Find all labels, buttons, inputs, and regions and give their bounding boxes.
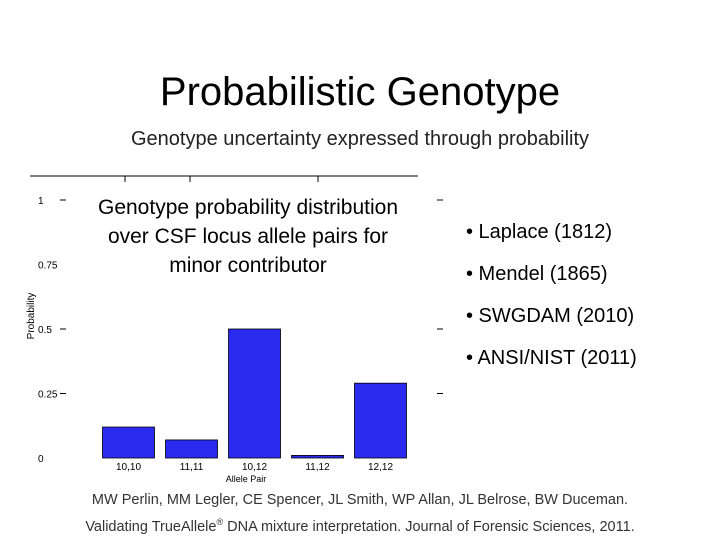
x-axis-label: Allele Pair xyxy=(226,474,267,484)
citation-journal: DNA mixture interpretation. Journal of F… xyxy=(223,518,635,535)
bar xyxy=(291,455,344,459)
slide-title: Probabilistic Genotype xyxy=(159,70,561,114)
y-tick-label: 0.25 xyxy=(38,390,58,401)
bar xyxy=(102,426,155,459)
x-tick-label: 10,10 xyxy=(116,462,141,473)
y-tick-label: 0 xyxy=(38,454,44,465)
x-tick-label: 11,12 xyxy=(305,462,330,473)
reference-list: • Laplace (1812) • Mendel (1865) • SWGDA… xyxy=(466,222,637,390)
citation: MW Perlin, MM Legler, CE Spencer, JL Smi… xyxy=(0,489,720,538)
bar xyxy=(165,439,218,459)
slide-subtitle: Genotype uncertainty expressed through p… xyxy=(130,128,590,150)
y-tick-label: 1 xyxy=(38,196,44,207)
bar xyxy=(228,328,281,459)
reference-item: • SWGDAM (2010) xyxy=(466,305,635,327)
citation-product: Validating TrueAllele xyxy=(85,518,217,535)
x-tick-label: 10,12 xyxy=(242,462,267,473)
registered-mark: ® xyxy=(216,517,224,527)
x-tick-label: 12,12 xyxy=(368,462,393,473)
citation-source: Validating TrueAllele® DNA mixture inter… xyxy=(0,511,720,538)
y-tick-label: 0.75 xyxy=(38,261,58,272)
reference-item: • Laplace (1812) xyxy=(466,221,612,243)
reference-item: • ANSI/NIST (2011) xyxy=(466,347,637,369)
bar xyxy=(354,382,407,459)
y-axis-label: Probability xyxy=(26,293,37,340)
y-tick-label: 0.5 xyxy=(38,325,52,336)
chart-title: Genotype probability distribution over C… xyxy=(97,196,398,277)
reference-item: • Mendel (1865) xyxy=(466,263,608,285)
x-tick-label: 11,11 xyxy=(180,462,204,473)
citation-authors: MW Perlin, MM Legler, CE Spencer, JL Smi… xyxy=(91,492,629,508)
